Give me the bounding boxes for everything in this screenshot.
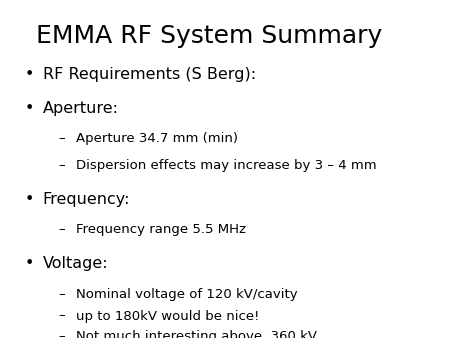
Text: Frequency:: Frequency: bbox=[43, 192, 130, 207]
Text: Not much interesting above  360 kV: Not much interesting above 360 kV bbox=[76, 330, 318, 338]
Text: –: – bbox=[58, 159, 65, 172]
Text: •: • bbox=[25, 101, 34, 116]
Text: Dispersion effects may increase by 3 – 4 mm: Dispersion effects may increase by 3 – 4… bbox=[76, 159, 377, 172]
Text: –: – bbox=[58, 223, 65, 236]
Text: Aperture:: Aperture: bbox=[43, 101, 119, 116]
Text: –: – bbox=[58, 310, 65, 322]
Text: Voltage:: Voltage: bbox=[43, 256, 108, 271]
Text: •: • bbox=[25, 192, 34, 207]
Text: Nominal voltage of 120 kV/cavity: Nominal voltage of 120 kV/cavity bbox=[76, 288, 298, 300]
Text: •: • bbox=[25, 67, 34, 82]
Text: –: – bbox=[58, 132, 65, 145]
Text: EMMA RF System Summary: EMMA RF System Summary bbox=[36, 24, 382, 48]
Text: •: • bbox=[25, 256, 34, 271]
Text: Aperture 34.7 mm (min): Aperture 34.7 mm (min) bbox=[76, 132, 238, 145]
Text: Frequency range 5.5 MHz: Frequency range 5.5 MHz bbox=[76, 223, 247, 236]
Text: RF Requirements (S Berg):: RF Requirements (S Berg): bbox=[43, 67, 256, 82]
Text: up to 180kV would be nice!: up to 180kV would be nice! bbox=[76, 310, 260, 322]
Text: –: – bbox=[58, 330, 65, 338]
Text: –: – bbox=[58, 288, 65, 300]
